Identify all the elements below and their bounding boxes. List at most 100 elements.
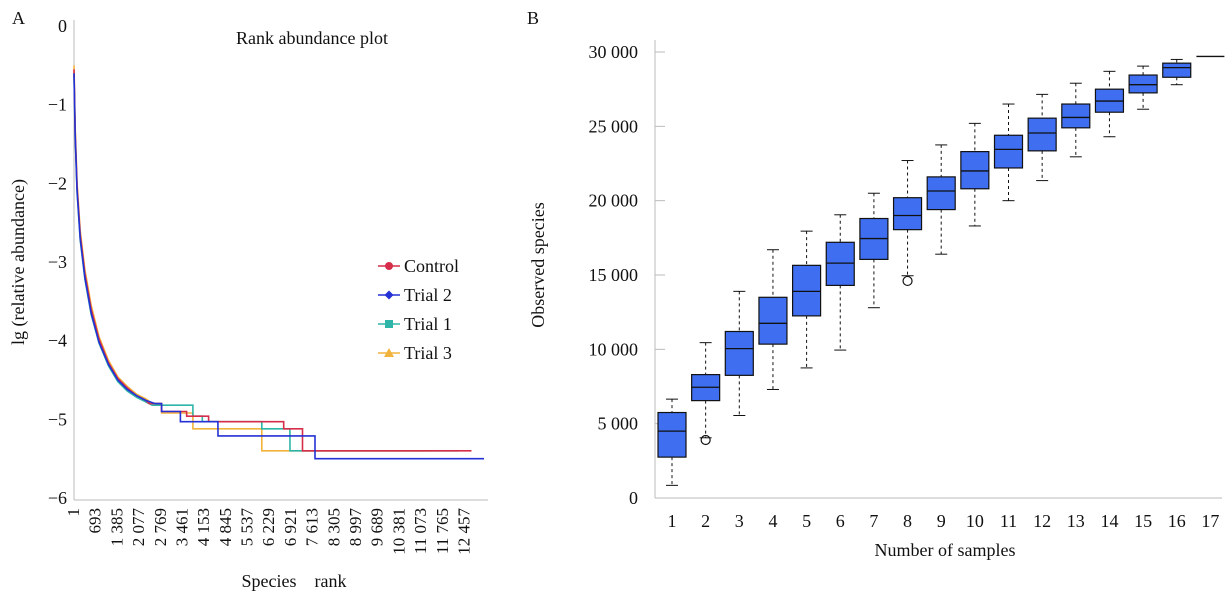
panel-a-x-tick-label: 1 (64, 508, 83, 517)
panel-a-x-tick-label: 8 305 (324, 508, 343, 546)
panel-b-y-tick-label: 30 000 (589, 42, 639, 62)
legend-marker (385, 320, 393, 328)
panel-a-x-tick-label: 12 457 (454, 508, 473, 555)
legend-marker (384, 290, 394, 300)
panel-a-y-tick-label: 0 (58, 16, 67, 36)
box-plot (892, 160, 923, 287)
panel-a-y-tick-label: −5 (48, 409, 67, 429)
panel-b-label: B (527, 8, 539, 28)
panel-a-y-ticks: 0 −1 −2 −3 −4 −5 −6 (48, 16, 67, 508)
panel-a-x-tick-label: 5 537 (238, 508, 257, 547)
box-iqr (1027, 117, 1057, 152)
panel-a-y-tick-label: −6 (48, 488, 67, 508)
panel-a-y-tick-label: −1 (48, 95, 67, 115)
panel-b-x-tick-label: 14 (1100, 511, 1118, 531)
legend-item: Control (378, 256, 459, 276)
legend-item: Trial 2 (378, 285, 452, 305)
box-iqr (1128, 74, 1158, 94)
box-iqr (724, 330, 754, 376)
box-plot (1094, 70, 1125, 138)
legend-label: Control (404, 256, 459, 276)
box-plot (657, 398, 687, 486)
panel-a-y-tick-label: −3 (48, 252, 67, 272)
legend-marker (384, 348, 394, 357)
panel-a-y-tick-label: −4 (48, 331, 67, 351)
box-iqr (960, 151, 990, 190)
panel-b: B 0 5 000 10 000 15 000 20 000 25 000 30 000 1… (527, 8, 1225, 560)
panel-b-x-tick-label: 2 (701, 511, 710, 531)
panel-a-x-tick-label: 9 689 (368, 508, 387, 546)
panel-a-x-axis-label: Species rank (242, 571, 347, 591)
panel-b-x-tick-label: 7 (869, 511, 878, 531)
panel-a-x-tick-label: 4 845 (216, 508, 235, 546)
panel-b-y-tick-label: 15 000 (589, 265, 639, 285)
panel-b-x-ticks: 1 2 3 4 5 6 7 8 9 10 11 12 13 14 15 16 17 (668, 511, 1220, 531)
panel-a: A Rank abundance plot 0 −1 −2 −3 −4 −5 −6 1 693… (8, 8, 488, 591)
box-plot (1128, 65, 1158, 110)
panel-b-x-tick-label: 4 (768, 511, 777, 531)
box-plot (825, 214, 855, 351)
panel-b-y-tick-label: 20 000 (589, 191, 639, 211)
box-iqr (825, 241, 855, 287)
panel-a-x-tick-label: 7 613 (303, 508, 322, 546)
legend-item: Trial 3 (378, 343, 452, 363)
panel-b-x-tick-label: 16 (1168, 511, 1186, 531)
panel-b-x-tick-label: 17 (1201, 511, 1219, 531)
panel-b-x-tick-label: 8 (903, 511, 912, 531)
panel-b-y-axis-label: Observed species (528, 202, 548, 327)
panel-b-x-tick-label: 3 (735, 511, 744, 531)
box-outlier (902, 275, 913, 287)
box-plot (791, 230, 822, 369)
box-iqr (892, 197, 923, 231)
panel-b-x-tick-label: 11 (1000, 511, 1017, 531)
series-line-trial-2 (73, 73, 484, 460)
legend-label: Trial 1 (404, 314, 452, 334)
panel-b-x-tick-label: 12 (1033, 511, 1051, 531)
box-plot (1061, 82, 1091, 158)
panel-a-label: A (12, 8, 25, 28)
series-line-trial-1 (73, 74, 459, 452)
panel-a-x-tick-label: 2 769 (151, 508, 170, 546)
panel-a-x-tick-label: 4 153 (194, 508, 213, 546)
panel-b-x-tick-label: 5 (802, 511, 811, 531)
panel-b-y-ticks: 0 5 000 10 000 15 000 20 000 25 000 30 000 (589, 42, 665, 508)
panel-b-y-tick-label: 5 000 (598, 414, 639, 434)
box-iqr (657, 411, 687, 458)
panel-a-x-tick-label: 2 077 (129, 508, 148, 547)
box-plot (960, 122, 990, 227)
panel-b-x-axis-label: Number of samples (875, 540, 1016, 560)
panel-a-x-ticks: 1 693 1 385 2 077 2 769 3 461 4 153 4 845 5 537 6… (64, 508, 473, 555)
box-plot (926, 144, 956, 255)
panel-a-x-tick-label: 11 073 (411, 508, 430, 554)
panel-a-title: Rank abundance plot (236, 28, 388, 48)
panel-a-x-tick-label: 693 (86, 508, 105, 534)
panel-a-x-tick-label: 1 385 (107, 508, 126, 546)
box-iqr (1162, 62, 1192, 78)
panel-b-y-tick-label: 0 (629, 488, 638, 508)
legend-label: Trial 3 (404, 343, 452, 363)
box-plot (724, 290, 754, 416)
box-iqr (1061, 103, 1091, 129)
panel-a-x-tick-label: 6 921 (281, 508, 300, 546)
series-line-trial-3 (73, 65, 431, 452)
box-plot (859, 192, 889, 309)
panel-a-x-tick-label: 8 997 (346, 508, 365, 547)
legend-item: Trial 1 (378, 314, 452, 334)
legend-marker (385, 262, 393, 270)
panel-b-boxes (657, 55, 1225, 486)
panel-b-x-tick-label: 15 (1134, 511, 1152, 531)
box-plot (758, 249, 788, 390)
panel-b-x-tick-label: 6 (836, 511, 845, 531)
panel-a-y-axis-label: lg (relative abundance) (8, 179, 29, 345)
box-outlier (700, 434, 711, 446)
panel-b-y-tick-label: 25 000 (589, 116, 639, 136)
panel-b-x-tick-label: 1 (668, 511, 677, 531)
box-iqr (791, 264, 822, 317)
panel-a-x-tick-label: 10 381 (389, 508, 408, 555)
panel-a-x-tick-label: 3 461 (172, 508, 191, 546)
box-plot (691, 342, 721, 446)
box-iqr (926, 176, 956, 211)
panel-b-x-tick-label: 10 (966, 511, 984, 531)
box-plot (1027, 93, 1057, 182)
